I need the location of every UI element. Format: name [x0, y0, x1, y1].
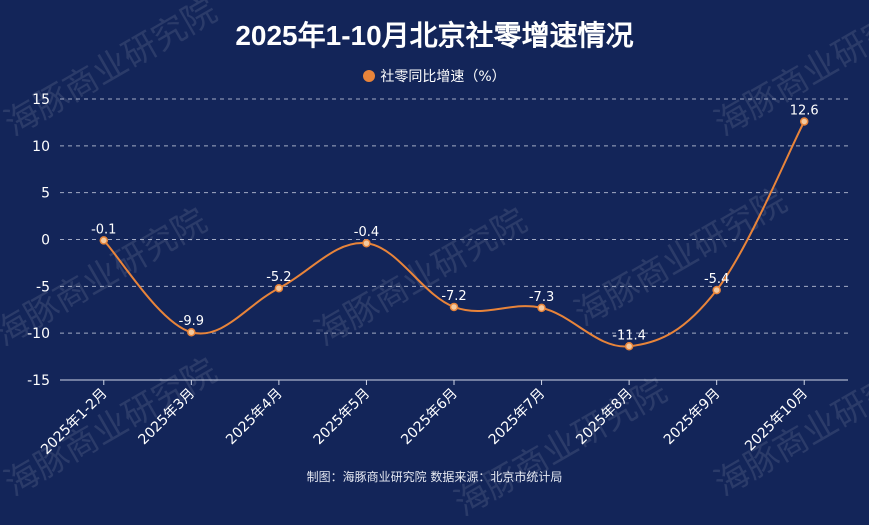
x-tick-label: 2025年10月 [742, 386, 811, 455]
y-tick-label: -15 [27, 373, 50, 389]
data-label: -7.3 [529, 290, 554, 305]
legend-label: 社零同比增速（%） [380, 69, 506, 85]
data-label: -0.4 [354, 225, 379, 240]
data-label: -11.4 [612, 328, 646, 343]
y-tick-label: -10 [27, 326, 50, 342]
data-label: -7.2 [441, 289, 466, 304]
plot-area: -15 -10 -5 0 5 10 15 2025年1-2月 2025年3月 2025年4月 202… [27, 92, 848, 458]
x-tick-label: 2025年5月 [311, 386, 374, 449]
x-tick-label: 2025年9月 [661, 386, 724, 449]
data-point [449, 302, 459, 312]
data-label: -5.2 [266, 270, 291, 285]
y-tick-label: -5 [36, 279, 50, 295]
data-point [187, 327, 196, 337]
x-tick-label: 2025年6月 [398, 386, 461, 449]
y-tick-label: 15 [32, 92, 50, 108]
data-label: -5.4 [704, 272, 729, 287]
data-point [362, 238, 371, 248]
data-point [99, 236, 109, 245]
y-tick-label: 0 [41, 233, 50, 249]
x-tick-label: 2025年1-2月 [38, 386, 110, 458]
y-tick-label: 5 [41, 186, 50, 202]
x-tick-label: 2025年4月 [223, 386, 286, 449]
x-tick-label: 2025年3月 [136, 386, 199, 449]
chart-title: 2025年1-10月北京社零增速情况 [235, 20, 634, 51]
data-point [624, 342, 634, 351]
chart-footer: 制图：海豚商业研究院 数据来源：北京市统计局 [306, 470, 563, 484]
data-label: -9.9 [179, 314, 204, 329]
x-tick-label: 2025年8月 [573, 386, 636, 449]
data-label: 12.6 [790, 103, 819, 118]
data-point [537, 303, 546, 313]
x-tick-label: 2025年7月 [486, 386, 549, 449]
data-point [274, 283, 284, 293]
data-label: -0.1 [91, 222, 116, 237]
data-point [799, 117, 809, 126]
series-line [103, 121, 806, 348]
data-point [712, 285, 721, 295]
y-tick-label: 10 [32, 139, 50, 155]
legend-marker [363, 70, 376, 82]
legend[interactable]: 社零同比增速（%） [0, 66, 869, 86]
